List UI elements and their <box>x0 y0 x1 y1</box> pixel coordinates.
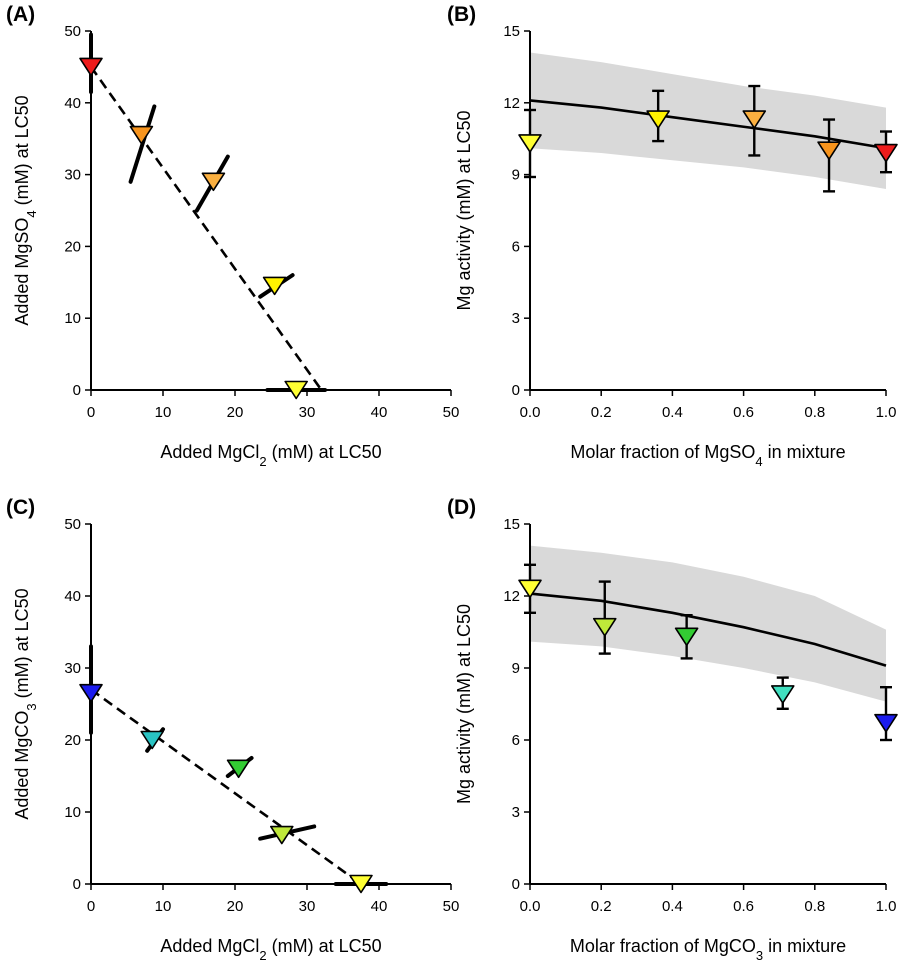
y-tick-label: 50 <box>64 23 81 40</box>
y-tick-label: 15 <box>503 516 520 533</box>
y-tick-label: 6 <box>512 732 520 749</box>
reference-line <box>89 66 323 391</box>
data-point <box>770 685 795 704</box>
data-point <box>226 759 251 779</box>
x-tick-label: 0.0 <box>520 404 541 421</box>
data-point <box>349 874 373 894</box>
x-axis-title: Molar fraction of MgCO3 in mixture <box>570 936 846 963</box>
x-tick-label: 0.4 <box>662 898 683 915</box>
y-tick-label: 10 <box>64 310 81 327</box>
y-tick-label: 9 <box>512 660 520 677</box>
x-tick-label: 0.6 <box>733 404 754 421</box>
y-axis-title: Added MgCO3 (mM) at LC50 <box>12 588 39 819</box>
model-line <box>529 99 887 150</box>
x-tick-label: 40 <box>371 898 388 915</box>
y-tick-label: 3 <box>512 804 520 821</box>
y-tick-label: 9 <box>512 167 520 184</box>
y-axis-title: Mg activity (mM) at LC50 <box>454 110 474 310</box>
reference-line <box>90 688 362 886</box>
data-point <box>79 57 103 77</box>
y-tick-label: 40 <box>64 588 81 605</box>
x-axis-title: Molar fraction of MgSO4 in mixture <box>570 442 845 469</box>
panel-label: (D) <box>447 496 476 519</box>
data-point <box>874 143 898 163</box>
panel-b: (B) 0 3 6 9 12 15 0.0 0.2 0.4 0.6 0.8 1.0 Molar fract… <box>447 3 898 469</box>
data-point <box>518 134 542 153</box>
panel-c: (C) 0 10 20 30 40 50 0 10 20 30 40 50 Added MgCl2 (mM… <box>6 496 459 963</box>
y-tick-label: 0 <box>512 382 520 399</box>
y-tick-label: 12 <box>503 95 520 112</box>
y-tick-label: 12 <box>503 588 520 605</box>
x-tick-label: 30 <box>299 898 316 915</box>
x-axis-title: Added MgCl2 (mM) at LC50 <box>160 936 381 963</box>
panel-a: (A) 0 10 20 30 40 50 0 10 20 30 40 50 Added MgCl2 (mM… <box>6 3 459 469</box>
y-tick-label: 6 <box>512 238 520 255</box>
x-tick-label: 10 <box>155 404 172 421</box>
data-point <box>262 276 287 296</box>
y-tick-label: 15 <box>503 23 520 40</box>
x-tick-label: 0 <box>87 404 95 421</box>
x-tick-label: 30 <box>299 404 316 421</box>
y-tick-label: 20 <box>64 238 81 255</box>
panel-d: (D) 0 3 6 9 12 15 0.0 0.2 0.4 0.6 0.8 1.0 Molar fract… <box>447 496 898 963</box>
x-tick-label: 40 <box>371 404 388 421</box>
y-axis-title: Added MgSO4 (mM) at LC50 <box>12 95 39 325</box>
y-tick-label: 50 <box>64 516 81 533</box>
data-point <box>79 683 103 703</box>
x-tick-label: 0.8 <box>804 404 825 421</box>
y-tick-label: 40 <box>64 95 81 112</box>
data-point <box>674 627 699 647</box>
model-line <box>529 592 887 667</box>
x-tick-label: 0 <box>87 898 95 915</box>
x-tick-label: 1.0 <box>876 404 897 421</box>
data-point <box>284 380 309 400</box>
x-tick-label: 50 <box>443 404 460 421</box>
data-point <box>140 730 164 750</box>
x-tick-label: 1.0 <box>876 898 897 915</box>
data-point <box>518 579 542 599</box>
panel-label: (C) <box>6 496 35 519</box>
panel-label: (A) <box>6 3 35 26</box>
data-point <box>592 617 617 637</box>
data-point <box>646 110 670 129</box>
data-point <box>129 125 154 145</box>
data-point <box>269 825 294 845</box>
uncertainty-band <box>530 545 886 702</box>
y-tick-label: 3 <box>512 310 520 327</box>
x-tick-label: 0.8 <box>804 898 825 915</box>
y-tick-label: 20 <box>64 732 81 749</box>
x-tick-label: 0.2 <box>591 898 612 915</box>
x-tick-label: 10 <box>155 898 172 915</box>
x-tick-label: 20 <box>227 404 244 421</box>
x-tick-label: 50 <box>443 898 460 915</box>
x-tick-label: 0.2 <box>591 404 612 421</box>
y-tick-label: 30 <box>64 167 81 184</box>
y-tick-label: 0 <box>512 876 520 893</box>
y-tick-label: 0 <box>73 876 81 893</box>
x-tick-label: 20 <box>227 898 244 915</box>
confidence-interval <box>128 104 157 184</box>
data-point <box>874 713 898 733</box>
x-tick-label: 0.6 <box>733 898 754 915</box>
data-point <box>817 141 841 160</box>
data-point <box>201 172 226 192</box>
y-tick-label: 10 <box>64 804 81 821</box>
y-tick-label: 0 <box>73 382 81 399</box>
panel-label: (B) <box>447 3 476 26</box>
x-axis-title: Added MgCl2 (mM) at LC50 <box>160 442 381 469</box>
data-point <box>742 110 767 129</box>
x-tick-label: 0.0 <box>520 898 541 915</box>
y-tick-label: 30 <box>64 660 81 677</box>
y-axis-title: Mg activity (mM) at LC50 <box>454 604 474 804</box>
x-tick-label: 0.4 <box>662 404 683 421</box>
